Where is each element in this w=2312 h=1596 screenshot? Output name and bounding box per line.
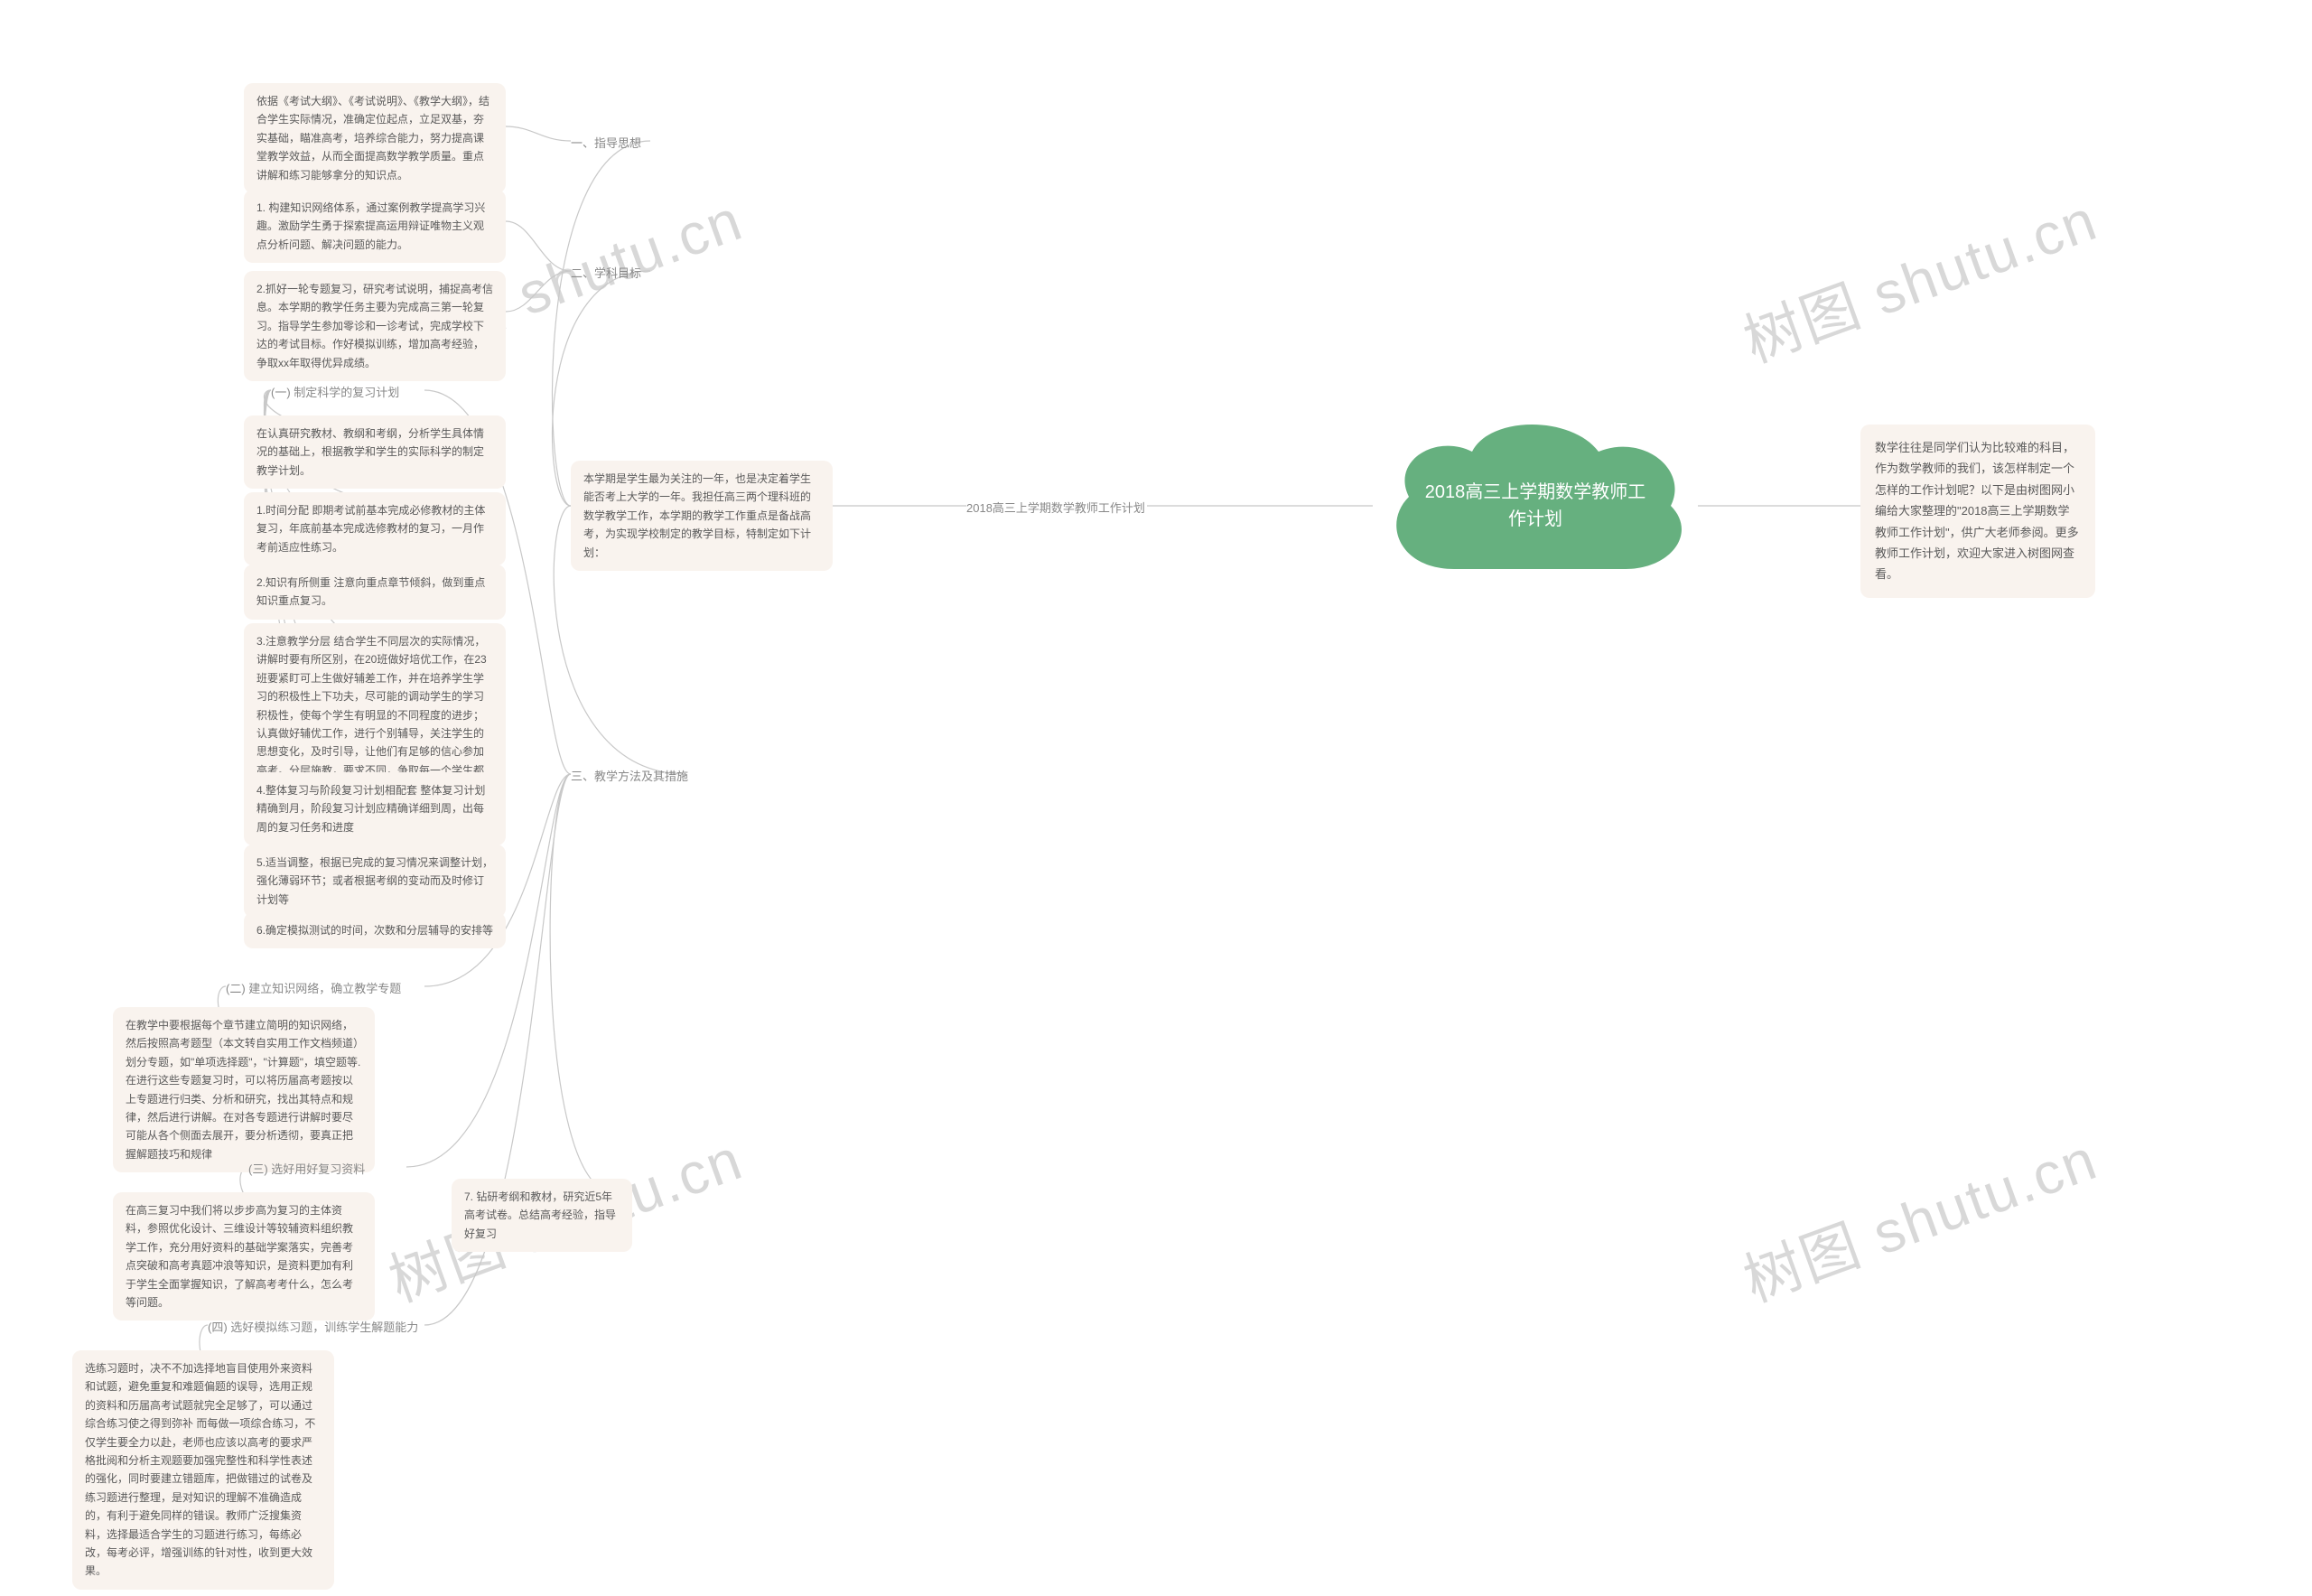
- sub-4-label: (四) 选好模拟练习题，训练学生解题能力: [208, 1318, 418, 1338]
- sub-point-7: 7. 钻研考纲和教材，研究近5年高考试卷。总结高考经验，指导好复习: [452, 1179, 632, 1252]
- main-link-label: 2018高三上学期数学教师工作计划: [966, 499, 1145, 518]
- section-1-content: 依据《考试大纲》、《考试说明》、《教学大纲》，结合学生实际情况，准确定位起点，立…: [244, 83, 506, 193]
- sub-2-label: (二) 建立知识网络，确立教学专题: [226, 979, 401, 999]
- section-2-item-1: 1. 构建知识网络体系，通过案例教学提高学习兴趣。激励学生勇于探索提高运用辩证唯…: [244, 190, 506, 263]
- watermark: 树图 shutu.cn: [1731, 174, 2107, 379]
- sub-3-label: (三) 选好用好复习资料: [248, 1160, 365, 1180]
- intro-box: 本学期是学生最为关注的一年，也是决定着学生能否考上大学的一年。我担任高三两个理科…: [571, 461, 833, 571]
- section-2-item-2: 2.抓好一轮专题复习，研究考试说明，捕捉高考信息。本学期的教学任务主要为完成高三…: [244, 271, 506, 381]
- section-1-label: 一、指导思想: [571, 134, 641, 154]
- sub-3-lead: 在高三复习中我们将以步步高为复习的主体资料，参照优化设计、三维设计等较辅资料组织…: [113, 1192, 375, 1321]
- center-cloud: 2018高三上学期数学教师工作计划: [1373, 406, 1698, 605]
- intro-description: 数学往往是同学们认为比较难的科目，作为数学教师的我们，该怎样制定一个怎样的工作计…: [1860, 425, 2095, 598]
- sub-1-lead: 在认真研究教材、教纲和考纲，分析学生具体情况的基础上，根据教学和学生的实际科学的…: [244, 415, 506, 489]
- sub-1-p4: 4.整体复习与阶段复习计划相配套 整体复习计划精确到月，阶段复习计划应精确详细到…: [244, 772, 506, 845]
- sub-1-p6: 6.确定模拟测试的时间，次数和分层辅导的安排等: [244, 912, 506, 948]
- section-2-label: 二、学科目标: [571, 264, 641, 284]
- sub-1-p1: 1.时间分配 即期考试前基本完成必修教材的主体复习，年底前基本完成选修教材的复习…: [244, 492, 506, 565]
- watermark: 树图 shutu.cn: [1731, 1114, 2107, 1319]
- sub-2-lead: 在教学中要根据每个章节建立简明的知识网络，然后按照高考题型（本文转自实用工作文档…: [113, 1007, 375, 1172]
- sub-4-lead: 选练习题时，决不不加选择地盲目使用外来资料和试题，避免重复和难题偏题的误导，选用…: [72, 1350, 334, 1590]
- section-3-label: 三、教学方法及其措施: [571, 767, 688, 787]
- sub-1-p5: 5.适当调整，根据已完成的复习情况来调整计划，强化薄弱环节；或者根据考纲的变动而…: [244, 845, 506, 918]
- sub-1-p2: 2.知识有所侧重 注意向重点章节倾斜，做到重点知识重点复习。: [244, 565, 506, 620]
- sub-1-label: (一) 制定科学的复习计划: [271, 383, 399, 403]
- center-title: 2018高三上学期数学教师工作计划: [1422, 479, 1649, 533]
